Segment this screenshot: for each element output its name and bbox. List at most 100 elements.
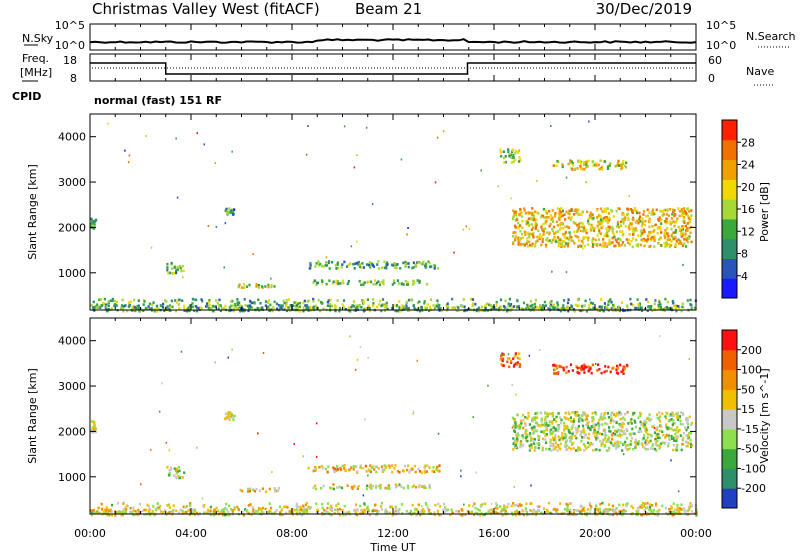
range-cell: [425, 283, 428, 286]
range-cell: [195, 298, 198, 302]
range-cell: [607, 449, 610, 452]
range-cell: [514, 352, 517, 355]
range-cell: [604, 445, 607, 448]
range-cell: [284, 505, 287, 508]
range-cell: [544, 511, 547, 514]
range-cell: [132, 304, 135, 308]
range-cell: [321, 506, 324, 510]
range-cell: [670, 427, 673, 430]
range-cell: [298, 305, 301, 309]
range-cell: [565, 509, 569, 513]
range-cell: [241, 489, 244, 493]
range-cell: [559, 223, 562, 226]
range-cell: [585, 231, 588, 235]
range-cell: [587, 432, 591, 436]
range-cell: [93, 422, 96, 425]
range-cell: [664, 415, 667, 418]
range-cell: [607, 212, 610, 215]
range-cell: [659, 442, 662, 446]
range-cell: [394, 309, 397, 313]
range-cell: [362, 508, 365, 512]
range-cell: [664, 220, 667, 223]
range-cell: [537, 235, 540, 239]
range-cell: [611, 435, 614, 438]
range-cell: [519, 445, 522, 449]
range-cell: [369, 483, 372, 487]
range-cell: [590, 425, 593, 428]
range-cell: [412, 410, 415, 413]
range-cell: [377, 467, 380, 470]
range-cell: [577, 224, 580, 228]
range-cell: [520, 211, 523, 215]
range-cell: [329, 304, 332, 308]
range-cell: [561, 163, 564, 166]
range-cell: [660, 209, 663, 213]
range-cell: [395, 266, 398, 270]
range-cell: [327, 261, 330, 265]
range-cell: [273, 300, 276, 304]
range-cell: [631, 226, 634, 230]
range-cell: [603, 302, 606, 305]
range-cell: [484, 304, 487, 307]
range-cell: [337, 282, 340, 286]
range-cell: [585, 513, 588, 517]
range-cell: [651, 209, 654, 213]
range-cell: [354, 307, 357, 310]
range-cell: [518, 156, 521, 159]
range-cell: [690, 444, 694, 447]
range-cell: [238, 308, 241, 311]
range-cell: [191, 297, 194, 301]
range-cell: [366, 281, 369, 284]
range-cell: [632, 237, 635, 240]
range-cell: [575, 208, 578, 211]
range-cell: [585, 423, 588, 427]
range-cell: [567, 418, 570, 421]
range-cell: [667, 444, 670, 448]
range-cell: [545, 238, 548, 242]
range-cell: [177, 303, 180, 306]
range-cell: [559, 416, 562, 419]
range-cell: [592, 243, 595, 246]
range-cell: [257, 286, 260, 289]
range-cell: [393, 265, 396, 269]
range-cell: [115, 304, 118, 307]
y-tick-label: 3000: [58, 176, 86, 189]
cpid-value: normal (fast) 151 RF: [94, 94, 222, 107]
range-cell: [322, 466, 325, 470]
range-cell: [676, 418, 680, 421]
range-cell: [332, 487, 335, 491]
range-cell: [132, 509, 135, 513]
range-cell: [622, 416, 625, 420]
range-cell: [672, 414, 675, 417]
range-cell: [314, 265, 317, 268]
range-cell: [315, 262, 318, 265]
range-cell: [551, 209, 554, 212]
range-cell: [175, 467, 179, 471]
range-cell: [643, 223, 646, 227]
range-cell: [469, 511, 472, 515]
range-cell: [556, 301, 559, 304]
range-cell: [227, 510, 230, 514]
range-cell: [494, 511, 497, 514]
range-cell: [586, 441, 590, 445]
range-cell: [659, 420, 662, 423]
range-cell: [519, 229, 522, 233]
range-cell: [161, 382, 163, 385]
range-cell: [285, 304, 288, 308]
range-cell: [631, 413, 634, 417]
range-cell: [685, 440, 688, 444]
range-cell: [676, 426, 679, 429]
range-cell: [616, 223, 620, 226]
range-cell: [411, 266, 414, 270]
range-cell: [432, 466, 435, 469]
range-cell: [462, 228, 465, 231]
range-cell: [407, 511, 410, 515]
range-cell: [455, 309, 458, 312]
range-cell: [511, 150, 514, 154]
range-cell: [285, 309, 288, 313]
range-cell: [317, 263, 321, 267]
range-cell: [634, 208, 637, 212]
range-cell: [169, 305, 172, 309]
range-cell: [516, 361, 519, 364]
y-tick-label: 4000: [58, 335, 86, 348]
